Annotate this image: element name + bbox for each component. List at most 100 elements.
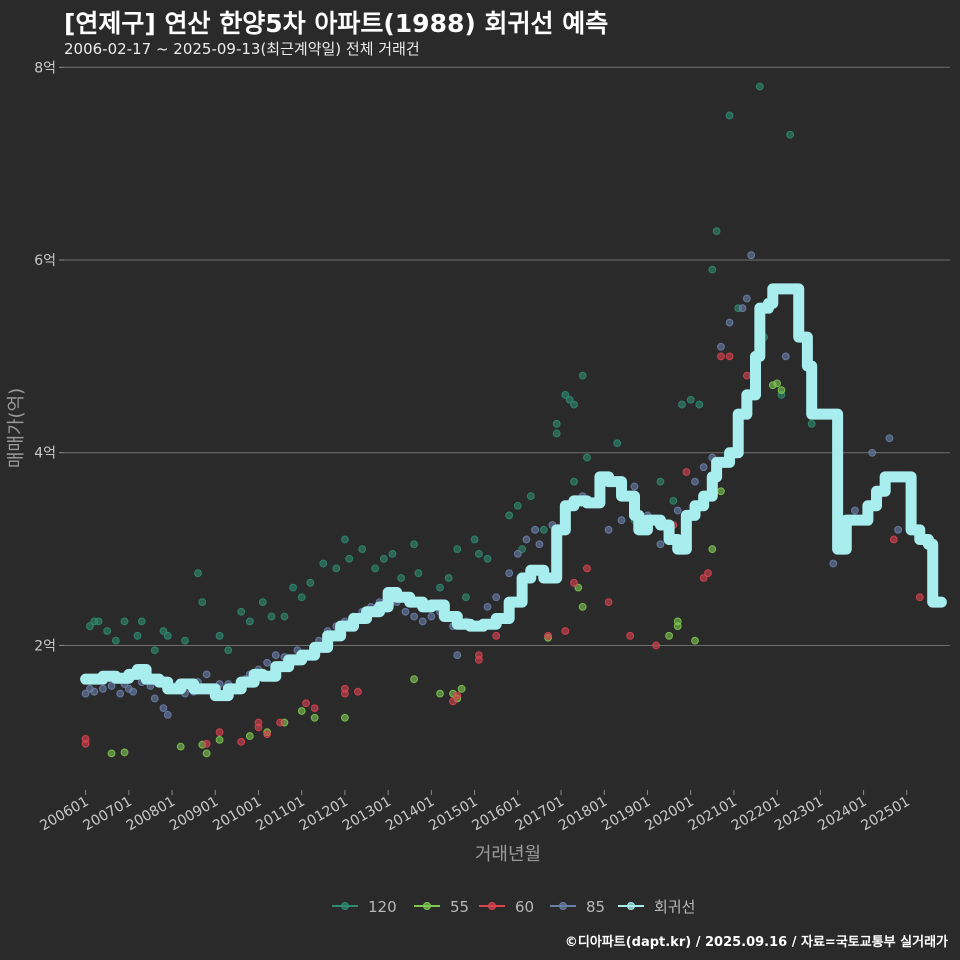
data-point-120	[163, 631, 172, 640]
data-point-120	[410, 540, 418, 549]
data-point-60	[915, 593, 924, 602]
data-point-60	[263, 730, 272, 739]
data-point-55	[176, 742, 185, 751]
data-point-60	[310, 704, 319, 712]
data-point-120	[462, 593, 470, 602]
x-tick-label: 202301	[772, 794, 826, 835]
data-point-120	[289, 583, 297, 592]
data-point-85	[617, 516, 626, 525]
data-point-85	[531, 525, 539, 534]
data-point-120	[470, 535, 479, 544]
data-point-120	[215, 631, 224, 640]
data-point-85	[691, 477, 699, 486]
data-point-60	[725, 352, 734, 361]
x-tick-label: 201501	[426, 794, 480, 835]
data-point-85	[738, 304, 747, 313]
data-point-55	[673, 617, 682, 626]
regression-line	[80, 283, 947, 702]
x-tick-label: 200801	[124, 794, 178, 835]
data-point-85	[851, 506, 859, 515]
x-tick-label: 201001	[210, 794, 264, 835]
data-point-120	[194, 569, 202, 578]
scatter-points	[81, 82, 924, 758]
data-point-120	[444, 574, 453, 582]
data-point-60	[682, 468, 691, 476]
data-point-60	[254, 723, 263, 732]
data-point-85	[202, 670, 211, 679]
data-point-120	[120, 617, 129, 626]
data-point-85	[492, 593, 501, 602]
data-point-60	[652, 641, 661, 650]
data-point-120	[656, 477, 665, 486]
y-tick-label: 6억	[34, 253, 56, 269]
data-point-60	[583, 564, 591, 573]
data-point-60	[341, 689, 349, 698]
data-point-60	[561, 627, 570, 635]
data-point-120	[678, 400, 686, 409]
data-point-120	[341, 535, 349, 544]
data-point-120	[103, 627, 112, 635]
data-point-60	[704, 569, 712, 578]
data-point-120	[613, 439, 622, 447]
data-point-85	[271, 651, 280, 659]
data-point-85	[150, 694, 159, 703]
data-point-85	[630, 482, 639, 491]
x-tick-label: 201901	[599, 794, 653, 835]
chart-subtitle: 2006-02-17 ~ 2025-09-13(최근계약일) 전체 거래건	[64, 40, 420, 58]
x-tick-label: 200601	[37, 794, 91, 835]
data-point-120	[137, 617, 146, 626]
data-point-120	[518, 545, 527, 553]
data-point-55	[777, 386, 786, 394]
data-point-85	[781, 352, 790, 361]
data-point-120	[267, 612, 276, 621]
data-point-120	[332, 564, 341, 573]
data-point-85	[505, 569, 514, 578]
data-point-60	[202, 739, 211, 748]
data-point-120	[505, 511, 514, 520]
data-point-60	[302, 699, 310, 708]
data-point-55	[245, 732, 254, 740]
data-point-120	[306, 578, 315, 587]
data-point-85	[129, 687, 138, 696]
data-point-85	[535, 540, 544, 549]
data-point-120	[570, 400, 578, 409]
x-tick-label: 200901	[167, 794, 221, 835]
data-point-120	[725, 111, 734, 120]
x-tick-label: 201201	[297, 794, 351, 835]
data-point-60	[699, 574, 708, 582]
data-point-120	[786, 130, 794, 139]
data-point-55	[310, 713, 319, 722]
legend-label-regression: 회귀선	[654, 898, 695, 916]
data-point-60	[453, 691, 462, 700]
data-point-85	[263, 658, 272, 667]
data-point-85	[410, 612, 418, 621]
data-point-85	[725, 318, 734, 327]
data-point-55	[410, 675, 418, 684]
x-tick-label: 202201	[729, 794, 783, 835]
x-tick-label: 202501	[858, 794, 912, 835]
data-point-55	[120, 748, 129, 757]
legend-marker-regression	[627, 902, 635, 910]
data-point-60	[570, 578, 578, 587]
data-point-120	[237, 607, 246, 616]
data-point-60	[237, 737, 246, 746]
data-point-85	[742, 294, 751, 303]
data-point-60	[604, 598, 613, 606]
data-point-60	[215, 728, 224, 737]
data-point-55	[297, 707, 306, 715]
data-point-120	[414, 569, 423, 578]
data-point-120	[807, 419, 816, 428]
data-point-85	[673, 506, 682, 515]
data-point-120	[436, 583, 444, 592]
data-point-120	[755, 82, 764, 91]
legend-marker-55	[423, 902, 431, 910]
legend-marker-85	[559, 902, 567, 910]
data-point-85	[427, 612, 436, 621]
x-tick-labels: 2006012007012008012009012010012011012012…	[37, 790, 913, 835]
data-point-55	[341, 713, 349, 722]
data-point-120	[86, 622, 94, 631]
legend-label-85: 85	[586, 898, 605, 916]
data-point-55	[717, 487, 725, 496]
data-point-120	[94, 617, 103, 626]
data-point-85	[98, 684, 107, 693]
